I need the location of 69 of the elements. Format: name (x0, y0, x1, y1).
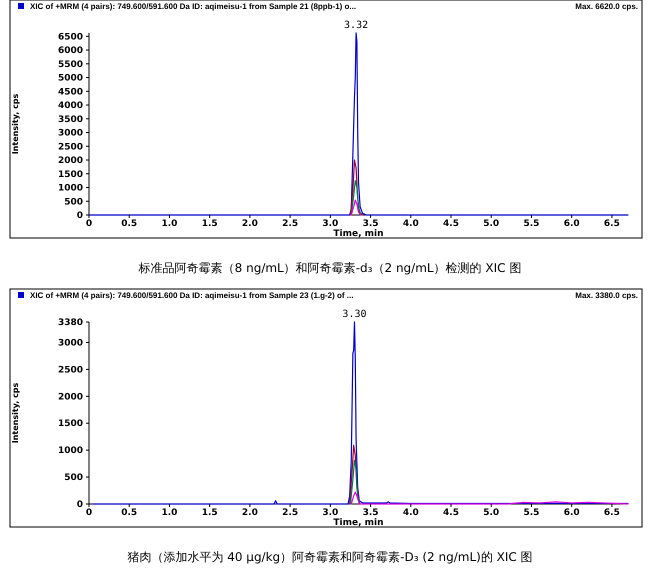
y-tick-label: 2500 (58, 142, 83, 152)
text: Max. 6620.0 cps. (575, 2, 638, 11)
x-tick-label: 1.5 (202, 508, 218, 518)
text: Max. 3380.0 cps. (575, 291, 638, 300)
y-axis-title: Intensity, cps (11, 382, 20, 444)
x-tick-label: 4.5 (443, 508, 459, 518)
y-tick-label: 6000 (58, 46, 83, 56)
line-series (88, 32, 629, 216)
x-axis-title: Time, min (333, 229, 384, 239)
x-tick-label: 0.5 (121, 219, 138, 229)
y-tick-label: 0 (76, 211, 83, 221)
x-tick-label: 6.0 (564, 219, 580, 229)
x-tick-label: 3.0 (322, 219, 338, 229)
x-tick-label: 5.5 (523, 508, 540, 518)
y-tick-label: 2000 (58, 392, 83, 402)
x-tick-label: 0.5 (121, 508, 138, 518)
y-tick-label: 2500 (58, 365, 83, 376)
x-tick-label: 3.0 (322, 508, 338, 518)
x-tick-label: 3.5 (362, 508, 379, 518)
y-axis-title: Intensity, cps (11, 93, 20, 154)
y-tick-label: 3000 (58, 128, 83, 139)
x-tick-label: 0 (86, 508, 92, 518)
line-series (350, 460, 361, 505)
x-tick-label: 1.0 (161, 219, 178, 229)
text: 猪肉（添加水平为 40 μg/kg）阿奇霉素和阿奇霉素-D₃ (2 ng/mL)的 XIC 图 (127, 550, 533, 564)
y-tick-label: 1500 (58, 170, 83, 180)
x-tick-label: 2.5 (282, 508, 298, 518)
x-tick-label: 3.5 (362, 219, 379, 229)
line-series (350, 492, 629, 505)
y-tick-label: 500 (64, 473, 83, 484)
x-tick-label: 4.5 (443, 219, 459, 229)
line-series (92, 321, 629, 505)
x-tick-label: 4.0 (402, 508, 419, 518)
x-tick-label: 5.5 (523, 219, 540, 229)
y-tick-label: 1000 (58, 184, 83, 194)
x-tick-label: 1.5 (202, 219, 218, 229)
line-series (350, 159, 364, 216)
x-tick-label: 2.5 (282, 219, 298, 229)
y-tick-label: 0 (76, 500, 83, 510)
y-tick-label: 3000 (58, 338, 83, 348)
annotation: 3.32 (344, 20, 368, 31)
x-tick-label: 4.0 (402, 219, 419, 229)
y-tick-label: 1000 (58, 446, 83, 456)
x-tick-label: 5.0 (483, 219, 500, 229)
line-series (350, 200, 362, 216)
y-tick-label: 3380 (58, 318, 83, 328)
text: 标准品阿奇霉素（8 ng/mL）和阿奇霉素-d₃（2 ng/mL）检测的 XIC 图 (138, 261, 522, 275)
y-tick-label: 2000 (58, 156, 83, 166)
y-tick-label: 4000 (58, 101, 83, 112)
y-tick-label: 500 (64, 197, 83, 208)
x-tick-label: 5.0 (483, 508, 500, 518)
y-tick-label: 4500 (58, 87, 83, 98)
x-tick-label: 2.0 (242, 508, 258, 518)
y-tick-label: 5000 (58, 74, 83, 84)
x-tick-label: 2.0 (242, 219, 258, 229)
x-tick-label: 1.0 (161, 508, 178, 518)
x-tick-label: 0 (86, 219, 92, 229)
x-axis-title: Time, min (333, 518, 384, 528)
chart-title: XIC of +MRM (4 pairs): 749.600/591.600 Da ID: aqimeisu-1 from Sample 23 (1.g-2) of ... (30, 291, 354, 300)
annotation: 3.30 (342, 309, 367, 320)
x-tick-label: 6.5 (604, 219, 620, 229)
x-tick-label: 6.5 (604, 508, 620, 518)
y-tick-label: 6500 (58, 32, 83, 42)
line-series (350, 180, 362, 216)
chart-title: XIC of +MRM (4 pairs): 749.600/591.600 Da ID: aqimeisu-1 from Sample 21 (8ppb-1) o... (30, 2, 356, 11)
x-tick-label: 6.0 (564, 508, 580, 518)
y-tick-label: 3500 (58, 114, 83, 125)
y-tick-label: 5500 (58, 60, 83, 70)
y-tick-label: 1500 (58, 419, 83, 430)
